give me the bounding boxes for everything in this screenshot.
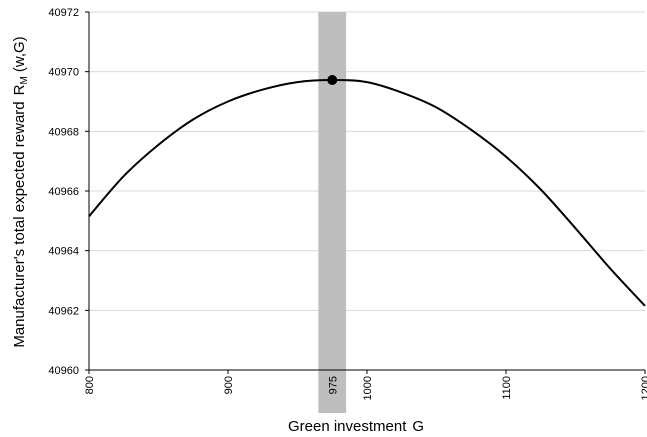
x-tick-label: 1100 (501, 376, 513, 400)
x-tick-label: 800 (84, 376, 96, 394)
x-axis-title: Green investment G (288, 418, 424, 435)
y-axis-title: Manufacturer's total expected rewardRM(w… (11, 36, 30, 347)
grid-lines (89, 11, 645, 311)
x-tick-label: 1200 (640, 376, 647, 400)
y-tick-label: 40972 (48, 7, 79, 19)
y-tick-label: 40964 (48, 246, 79, 258)
y-tick-label: 40962 (48, 305, 79, 317)
y-tick-label: 40968 (48, 126, 79, 138)
optimum-marker (327, 75, 338, 86)
optimal-band (318, 12, 347, 413)
y-tick-label: 40960 (48, 365, 79, 377)
y-tick-label: 40970 (48, 67, 79, 79)
x-tick-label: 1000 (362, 376, 374, 400)
x-tick-labels: 800 900 1000 1100 1200 975 (84, 376, 647, 400)
y-tick-label: 40966 (48, 186, 79, 198)
series-line (88, 79, 646, 307)
axes (85, 11, 646, 374)
y-tick-labels: 40960 40962 40964 40966 40968 40970 40972 (48, 7, 79, 377)
optimum-x-label: 975 (327, 376, 339, 394)
x-tick-label: 900 (223, 376, 235, 394)
